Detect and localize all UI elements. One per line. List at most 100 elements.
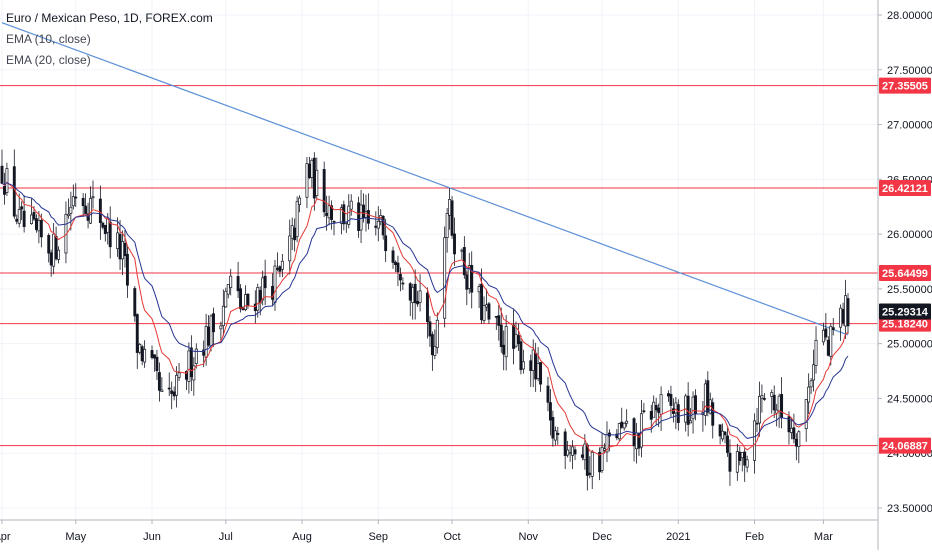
candle-body [571, 446, 575, 456]
candle-body [236, 276, 240, 292]
level-price-label: 26.42121 [882, 183, 928, 195]
candle-body [5, 168, 9, 193]
level-price-label-bg [879, 179, 931, 196]
y-tick-label: 25.00000 [887, 339, 932, 351]
candle-body [812, 364, 816, 381]
candle-body [639, 413, 643, 448]
candle-body [777, 395, 781, 412]
candle-body [652, 401, 656, 418]
candle-body [502, 344, 506, 355]
candle-body [814, 339, 818, 366]
candle-body [580, 454, 584, 458]
last-price-label: 25.29314 [882, 307, 929, 319]
candle-body [54, 236, 58, 260]
candle-body [723, 431, 727, 436]
candle-body [649, 411, 653, 420]
candle-body [659, 394, 663, 415]
candle-body [138, 344, 142, 353]
candle-body [789, 427, 793, 433]
candle-body [743, 451, 747, 466]
candle-body [209, 315, 213, 348]
candle-body [116, 232, 120, 249]
candle-body [89, 198, 92, 224]
candle-body [482, 305, 486, 321]
candle-body [504, 326, 508, 358]
candle-body [654, 404, 658, 411]
candle-body [187, 350, 191, 382]
trendline-line [1, 22, 849, 336]
legend-ema-20[interactable]: EMA (20, close) [6, 53, 91, 67]
candle-body [780, 394, 784, 418]
candle-body [603, 448, 606, 451]
candle-body [536, 363, 540, 379]
candle-body [204, 326, 208, 358]
candle-body [221, 305, 225, 327]
candle-body [797, 431, 801, 447]
ema-20-line [1, 182, 849, 439]
candle-body [34, 218, 38, 230]
candle-body [726, 435, 729, 453]
candle-body [408, 283, 412, 301]
candle-body [494, 316, 498, 318]
candle-body [143, 349, 147, 363]
candle-body [290, 225, 294, 239]
candle-body [256, 287, 260, 311]
candle-body [192, 365, 196, 381]
candle-body [844, 295, 847, 327]
candle-body [20, 206, 24, 210]
candle-body [30, 214, 33, 225]
candle-body [160, 389, 164, 392]
x-tick-label: Oct [443, 531, 460, 543]
candle-body [263, 275, 267, 289]
candle-body [298, 197, 302, 205]
candle-body [315, 169, 319, 196]
candle-body [172, 391, 176, 397]
candle-body [590, 451, 594, 477]
candle-body [125, 253, 129, 286]
candle-body [721, 430, 725, 440]
candle-body [49, 252, 53, 266]
legend-ema-10[interactable]: EMA (10, close) [6, 32, 91, 46]
level-price-label: 25.18240 [882, 319, 928, 331]
candle-body [512, 324, 515, 349]
candle-body [487, 303, 491, 320]
candle-body [568, 451, 572, 454]
x-tick-label: Jun [143, 531, 161, 543]
candle-body [831, 327, 835, 330]
candle-body [376, 220, 380, 229]
candle-body [239, 288, 243, 310]
candle-body [433, 345, 437, 356]
candle-body [101, 222, 105, 228]
candle-body [175, 374, 179, 396]
candle-body [22, 210, 26, 227]
candle-body [32, 212, 36, 220]
x-tick-label: Apr [0, 531, 11, 543]
candles [0, 149, 850, 491]
x-tick-label: Dec [592, 531, 612, 543]
candle-body [411, 286, 415, 303]
level-price-label: 25.64499 [882, 268, 928, 280]
candle-body [453, 233, 456, 255]
candle-body [69, 206, 73, 214]
candle-body [307, 163, 311, 179]
ema-lines [1, 181, 849, 456]
candle-body [738, 451, 742, 462]
legend: Euro / Mexican Peso, 1D, FOREX.com EMA (… [6, 8, 213, 71]
candle-body [261, 277, 265, 301]
candle-body [477, 286, 481, 293]
candle-body [224, 290, 228, 308]
candle-body [443, 237, 447, 319]
x-tick-label: Sep [368, 531, 388, 543]
candle-body [824, 328, 828, 338]
candle-body [384, 235, 388, 252]
x-tick-label: May [65, 531, 86, 543]
candle-body [140, 346, 144, 362]
candle-body [770, 392, 774, 397]
candle-body [275, 268, 279, 270]
candle-body [553, 430, 557, 441]
candle-body [342, 204, 346, 225]
candle-body [758, 396, 761, 424]
candle-body [556, 432, 560, 435]
